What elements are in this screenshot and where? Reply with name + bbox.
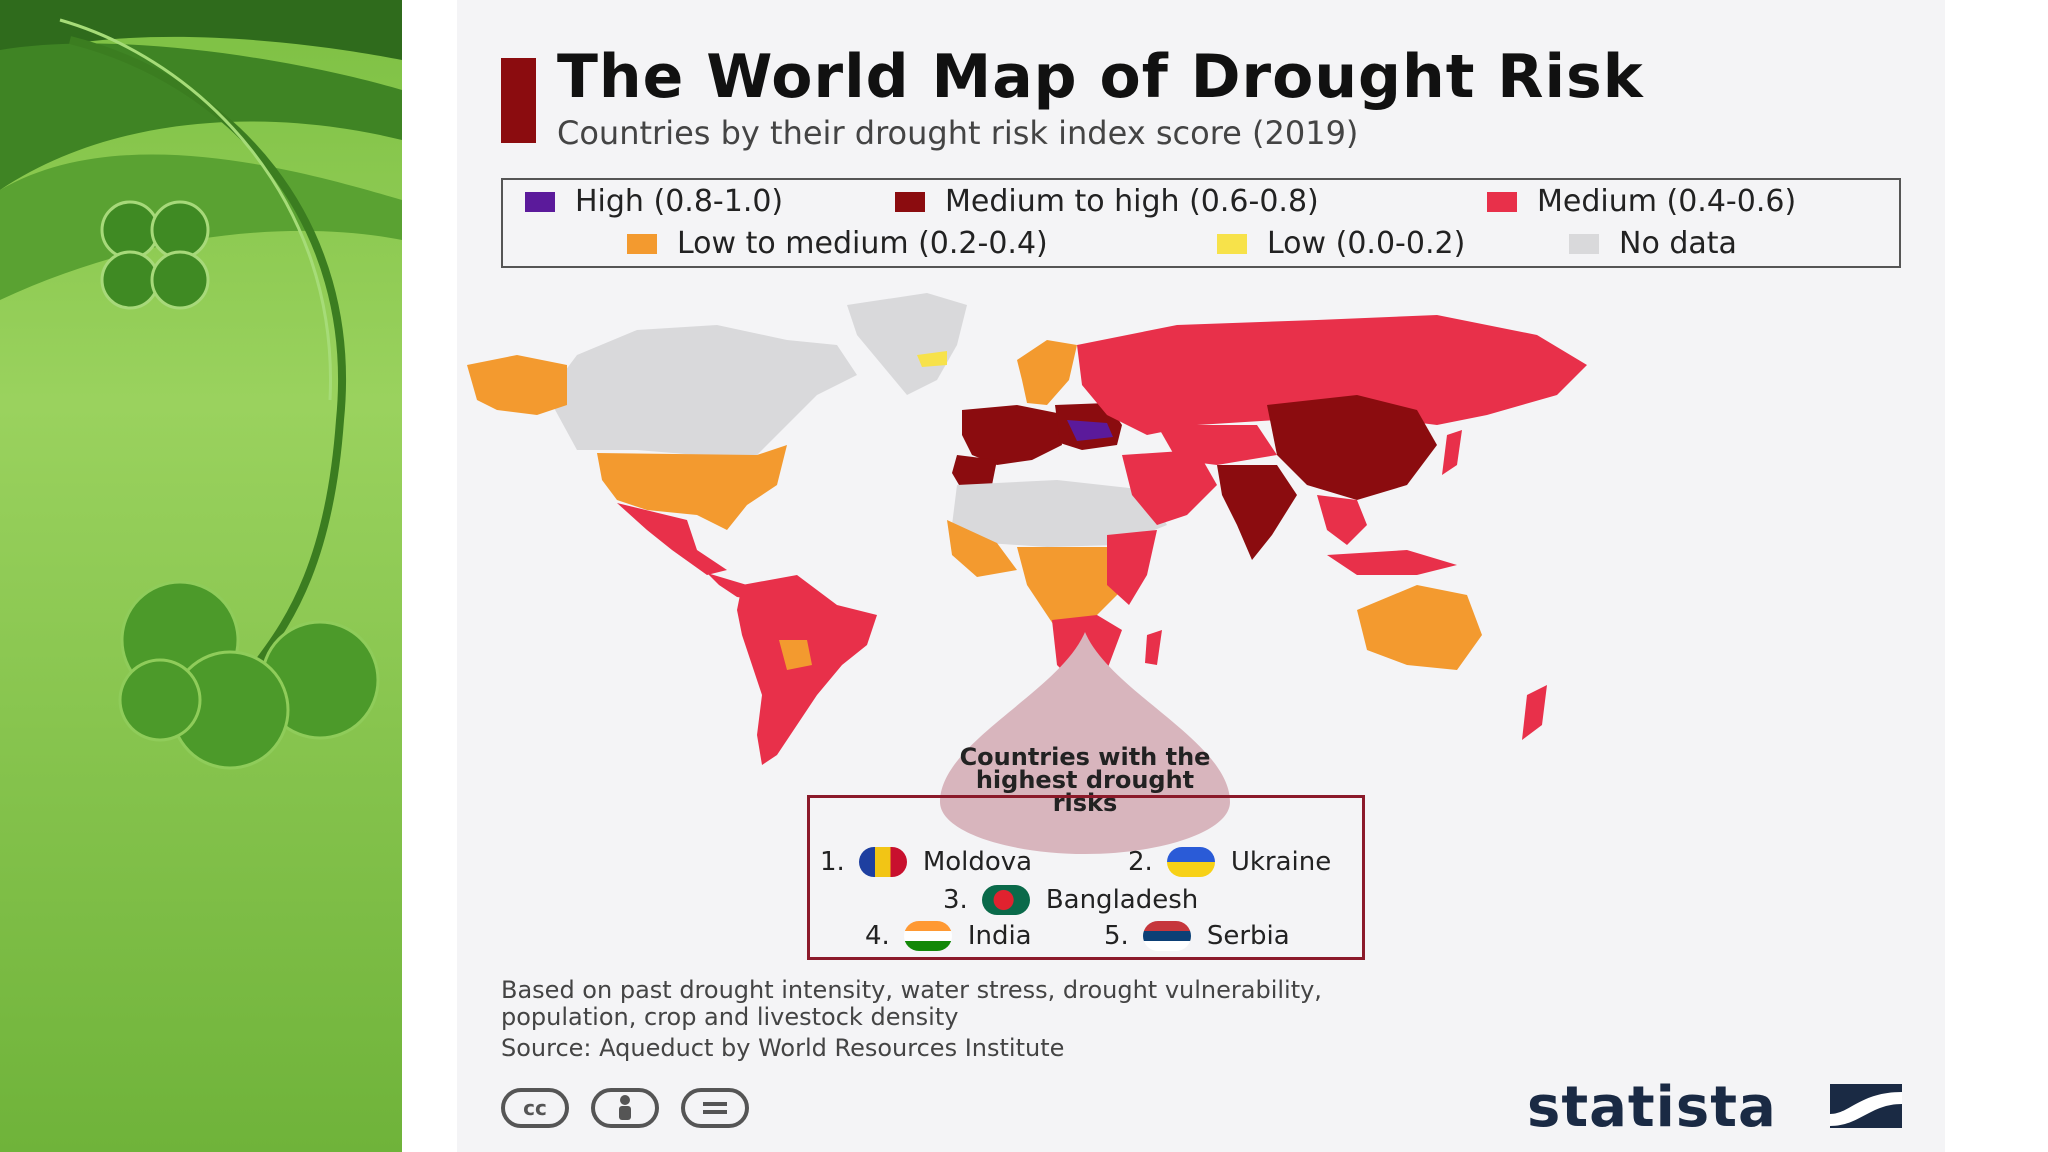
- rank-item: 5. Serbia: [1104, 921, 1290, 951]
- bangladesh-flag-icon: [981, 885, 1030, 915]
- india: [1217, 465, 1297, 560]
- rank-number: 2.: [1128, 847, 1153, 877]
- rank-item: 4. India: [865, 921, 1032, 951]
- moldova-flag-icon: [858, 847, 907, 877]
- madagascar: [1145, 630, 1162, 665]
- rank-number: 4.: [865, 921, 890, 951]
- rank-country: India: [967, 921, 1032, 951]
- legend-swatch: [1569, 233, 1599, 254]
- cc-icon[interactable]: cc: [501, 1088, 569, 1128]
- japan: [1442, 430, 1462, 475]
- no-derivatives-icon[interactable]: [681, 1088, 749, 1128]
- page-subtitle: Countries by their drought risk index sc…: [557, 114, 1359, 152]
- rank-number: 1.: [820, 847, 845, 877]
- india-flag-icon: [903, 921, 952, 951]
- middle-east: [1122, 450, 1217, 525]
- page-title: The World Map of Drought Risk: [557, 42, 1644, 112]
- attribution-icon[interactable]: [591, 1088, 659, 1128]
- infographic: The World Map of Drought Risk Countries …: [457, 0, 1945, 1152]
- small-clover-icon: [100, 200, 210, 310]
- rank-item: 1. Moldova: [820, 847, 1032, 877]
- legend-label: Medium to high (0.6-0.8): [945, 184, 1319, 219]
- legend: High (0.8-1.0) Medium to high (0.6-0.8) …: [501, 178, 1901, 268]
- source-note: Source: Aqueduct by World Resources Inst…: [501, 1034, 1065, 1062]
- legend-label: Low (0.0-0.2): [1267, 226, 1466, 261]
- usa: [597, 445, 787, 530]
- serbia-flag-icon: [1142, 921, 1191, 951]
- legend-item-medium: Medium (0.4-0.6): [1487, 184, 1796, 219]
- statista-logo-icon[interactable]: [1830, 1084, 1902, 1128]
- central-africa: [1017, 547, 1127, 645]
- mexico: [617, 503, 727, 575]
- central-asia: [1157, 425, 1277, 465]
- title-accent-bar: [501, 58, 536, 143]
- russia: [1077, 315, 1587, 435]
- west-africa: [947, 520, 1017, 577]
- indonesia: [1327, 550, 1457, 575]
- south-america: [737, 575, 877, 765]
- decorative-side-panel: [0, 0, 402, 1152]
- methodology-note-line-1: Based on past drought intensity, water s…: [501, 976, 1322, 1004]
- bolivia: [779, 640, 812, 670]
- top-countries-box: 1. Moldova 2. Ukraine 3. Bangladesh 4. I…: [807, 795, 1365, 960]
- legend-item-medium-to-high: Medium to high (0.6-0.8): [895, 184, 1319, 219]
- legend-item-no-data: No data: [1569, 226, 1737, 261]
- legend-label: No data: [1619, 226, 1737, 261]
- legend-swatch: [627, 233, 657, 254]
- ukraine-flag-icon: [1166, 847, 1215, 877]
- rank-country: Moldova: [922, 847, 1033, 877]
- ukraine-moldova: [1067, 420, 1113, 441]
- rank-item: 3. Bangladesh: [943, 885, 1198, 915]
- clover-decoration: [0, 0, 402, 770]
- legend-item-low-to-medium: Low to medium (0.2-0.4): [627, 226, 1048, 261]
- rank-item: 2. Ukraine: [1128, 847, 1331, 877]
- australia: [1357, 585, 1482, 670]
- southeast-asia: [1317, 495, 1367, 545]
- legend-swatch: [895, 191, 925, 212]
- world-map: [467, 293, 1587, 765]
- legend-item-low: Low (0.0-0.2): [1217, 226, 1465, 261]
- drop-shape-icon: [940, 632, 1230, 854]
- legend-swatch: [1487, 191, 1517, 212]
- legend-label: Low to medium (0.2-0.4): [677, 226, 1048, 261]
- legend-label: Medium (0.4-0.6): [1537, 184, 1797, 219]
- iceland: [917, 351, 947, 367]
- scandinavia: [1017, 340, 1077, 405]
- rank-country: Bangladesh: [1045, 885, 1199, 915]
- greenland: [847, 293, 967, 395]
- alaska: [467, 355, 567, 415]
- north-africa: [952, 480, 1167, 547]
- rank-number: 5.: [1104, 921, 1129, 951]
- large-clover-icon: [118, 580, 380, 770]
- statista-logo-text[interactable]: statista: [1527, 1075, 1777, 1140]
- legend-swatch: [1217, 233, 1247, 254]
- new-zealand: [1522, 685, 1547, 740]
- western-europe: [962, 405, 1062, 465]
- rank-country: Serbia: [1206, 921, 1290, 951]
- highlight-title: Countries with the highest drought risks: [959, 743, 1211, 817]
- iberia: [952, 455, 997, 490]
- china: [1267, 395, 1437, 500]
- rank-number: 3.: [943, 885, 968, 915]
- legend-item-high: High (0.8-1.0): [525, 184, 783, 219]
- legend-label: High (0.8-1.0): [575, 184, 784, 219]
- east-africa: [1107, 530, 1157, 605]
- canada: [547, 325, 857, 455]
- methodology-note-line-2: population, crop and livestock density: [501, 1003, 959, 1031]
- legend-swatch: [525, 191, 555, 212]
- rank-country: Ukraine: [1230, 847, 1332, 877]
